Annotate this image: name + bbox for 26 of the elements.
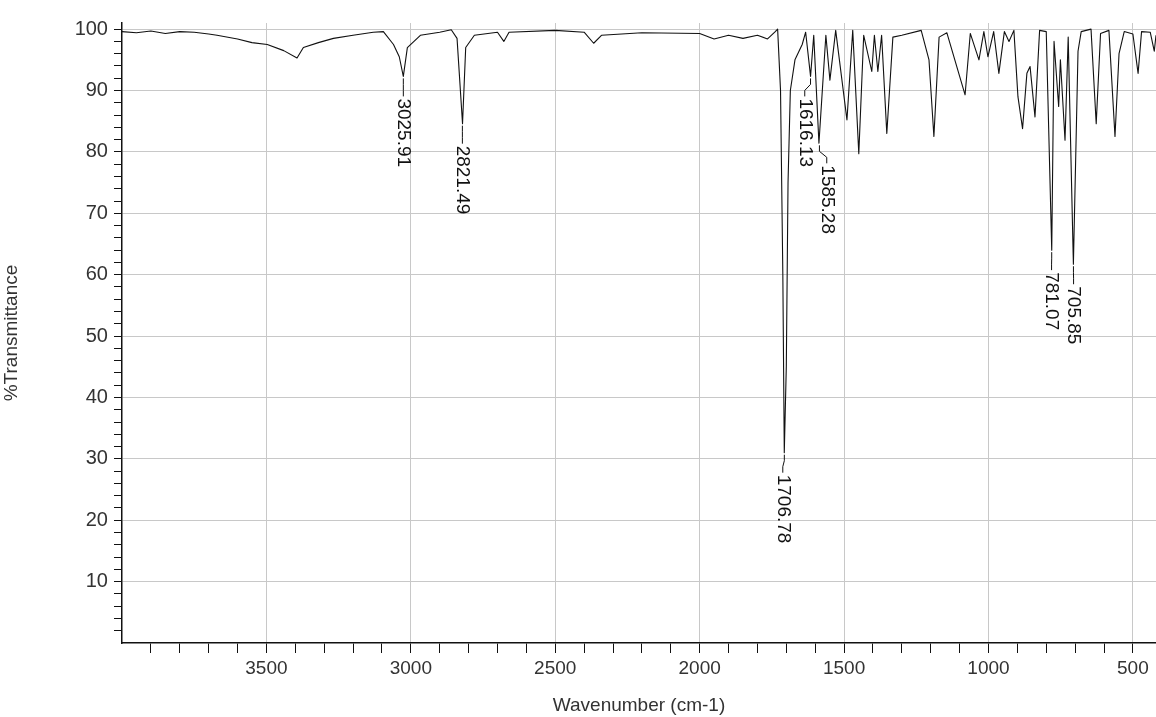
y-tick-label: 60	[85, 262, 108, 285]
x-axis-title: Wavenumber (cm-1)	[552, 693, 726, 715]
annotation: 781.07	[1042, 272, 1064, 331]
annotation: 705.85	[1064, 286, 1086, 345]
y-tick-label: 50	[85, 323, 108, 346]
annotation: 2821.49	[453, 145, 475, 215]
x-tick-label: 2500	[534, 656, 577, 678]
x-tick-label: 2000	[678, 656, 721, 678]
x-tick-label: 1500	[822, 656, 866, 678]
y-tick-label: 80	[85, 139, 108, 162]
y-axis-title: %Transmittance	[0, 264, 21, 402]
y-tick-label: 30	[85, 446, 108, 469]
annotation: 1616.13	[795, 98, 817, 168]
y-tick-label: 70	[85, 200, 108, 223]
x-tick-label: 3500	[245, 656, 288, 678]
annotation: 3025.91	[394, 98, 416, 168]
y-tick-label: 40	[85, 384, 108, 407]
x-tick-label: 500	[1117, 656, 1149, 678]
y-tick-label: 10	[85, 569, 108, 592]
y-tick-label: 90	[85, 78, 108, 101]
y-tick-label: 100	[74, 16, 108, 39]
annotation: 1585.28	[817, 165, 839, 234]
x-tick-label: 3000	[389, 656, 432, 678]
annotation: 1706.78	[773, 474, 795, 544]
y-tick-label: 20	[85, 507, 108, 530]
x-tick-label: 1000	[967, 656, 1010, 678]
